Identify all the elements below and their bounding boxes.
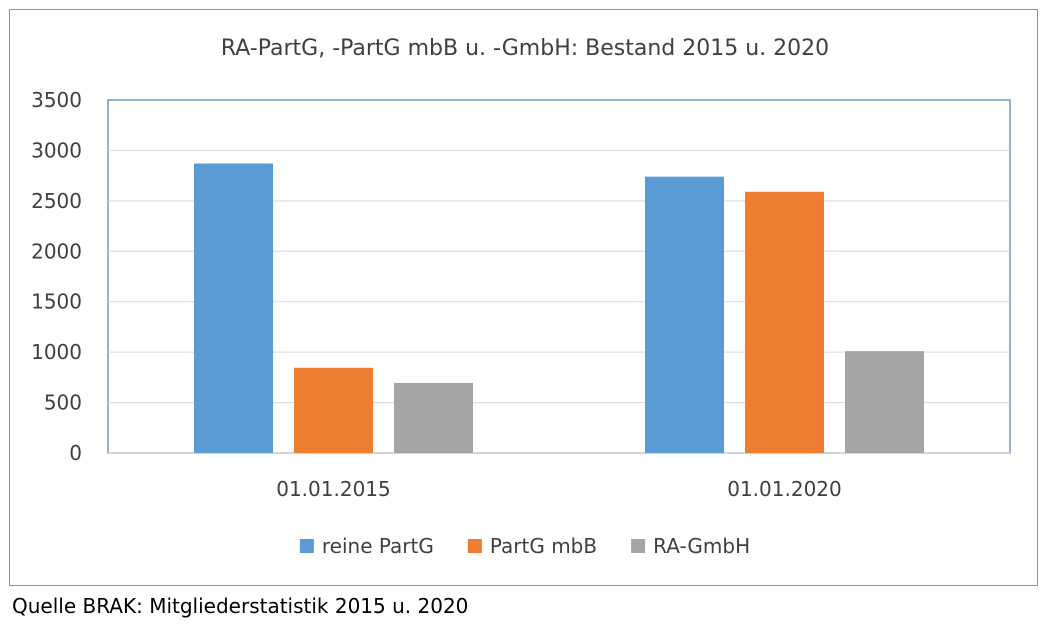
y-tick-label: 2500 [31, 189, 82, 213]
legend-swatch [631, 539, 646, 553]
chart-title: RA-PartG, -PartG mbB u. -GmbH: Bestand 2… [221, 36, 829, 61]
y-tick-label: 500 [44, 391, 82, 415]
legend-label: PartG mbB [490, 534, 597, 558]
bars [194, 163, 924, 454]
y-tick-label: 3500 [31, 88, 82, 112]
legend-item: RA-GmbH [631, 534, 750, 558]
bar-reine-partg [645, 176, 724, 453]
legend-swatch [467, 539, 482, 553]
y-tick-label: 1000 [31, 340, 82, 364]
y-axis: 0 500 1000 1500 2000 2500 3000 3500 [31, 88, 82, 465]
legend: reine PartG PartG mbB RA-GmbH [299, 534, 750, 558]
x-tick-label: 01.01.2015 [276, 477, 391, 501]
bar-reine-partg [194, 163, 273, 454]
bar-partg-mbb [745, 191, 824, 453]
y-tick-label: 2000 [31, 239, 82, 263]
legend-item: PartG mbB [467, 534, 597, 558]
legend-label: reine PartG [322, 534, 434, 558]
y-tick-label: 1500 [31, 290, 82, 314]
x-axis: 01.01.2015 01.01.2020 [276, 477, 842, 501]
bar-partg-mbb [294, 367, 373, 453]
legend-swatch [299, 539, 314, 553]
y-tick-label: 3000 [31, 138, 82, 162]
x-tick-label: 01.01.2020 [727, 477, 842, 501]
bar-ra-gmbh [394, 382, 473, 453]
source-note: Quelle BRAK: Mitgliederstatistik 2015 u.… [12, 594, 469, 618]
y-tick-label: 0 [69, 441, 82, 465]
chart-frame [9, 9, 1038, 586]
legend-item: reine PartG [299, 534, 434, 558]
bar-ra-gmbh [845, 351, 924, 453]
legend-label: RA-GmbH [653, 534, 750, 558]
